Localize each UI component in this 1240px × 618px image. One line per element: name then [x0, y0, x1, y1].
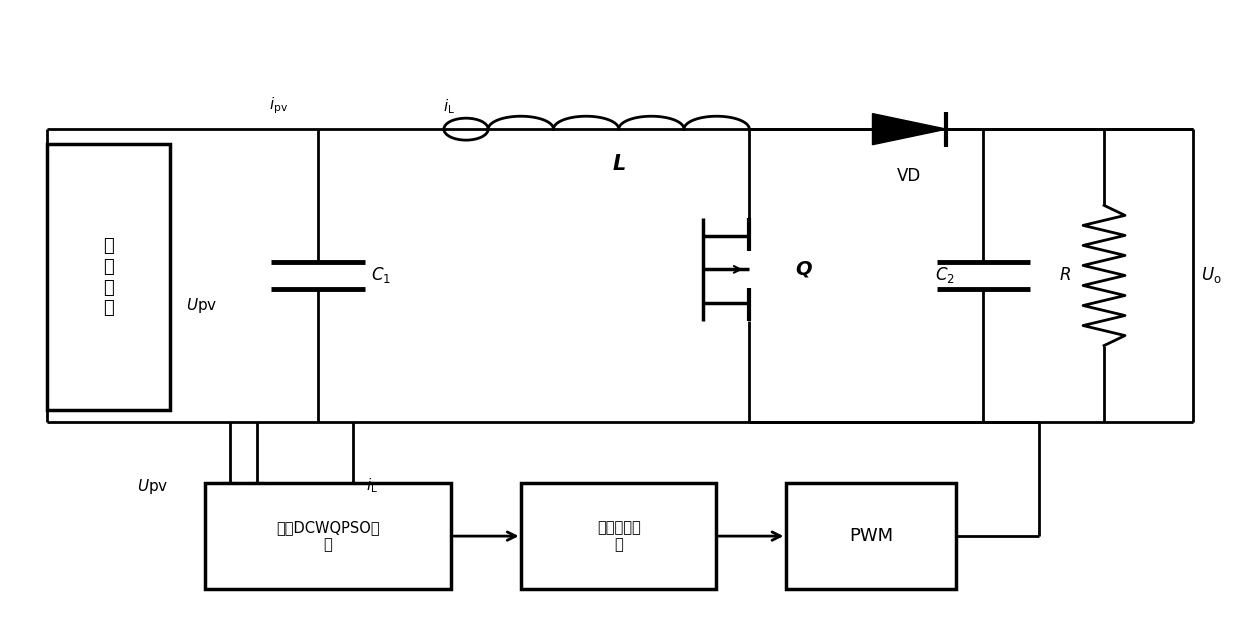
- Bar: [47, 145, 170, 410]
- Text: $i_{\rm pv}$: $i_{\rm pv}$: [269, 95, 288, 116]
- Text: $\boldsymbol{Q}$: $\boldsymbol{Q}$: [795, 260, 812, 279]
- Text: VD: VD: [898, 167, 921, 185]
- Text: $\boldsymbol{L}$: $\boldsymbol{L}$: [611, 153, 626, 174]
- Text: $C_1$: $C_1$: [371, 266, 391, 286]
- Text: $U$pv: $U$pv: [186, 297, 218, 315]
- Bar: [522, 483, 715, 590]
- Text: $i_{\rm L}$: $i_{\rm L}$: [366, 476, 378, 496]
- Text: 改进DCWQPSO算
法: 改进DCWQPSO算 法: [277, 520, 379, 552]
- Text: 电导增量算
法: 电导增量算 法: [596, 520, 641, 552]
- Text: PWM: PWM: [849, 527, 893, 545]
- Bar: [205, 483, 451, 590]
- Text: 光
伏
阵
列: 光 伏 阵 列: [103, 237, 114, 318]
- Text: $U$pv: $U$pv: [138, 476, 169, 496]
- Text: $i_{\rm L}$: $i_{\rm L}$: [443, 97, 455, 116]
- Polygon shape: [873, 114, 946, 145]
- Text: $U_{\rm o}$: $U_{\rm o}$: [1202, 266, 1221, 286]
- Text: $R$: $R$: [1059, 266, 1071, 284]
- Bar: [786, 483, 956, 590]
- Text: $C_2$: $C_2$: [935, 266, 955, 286]
